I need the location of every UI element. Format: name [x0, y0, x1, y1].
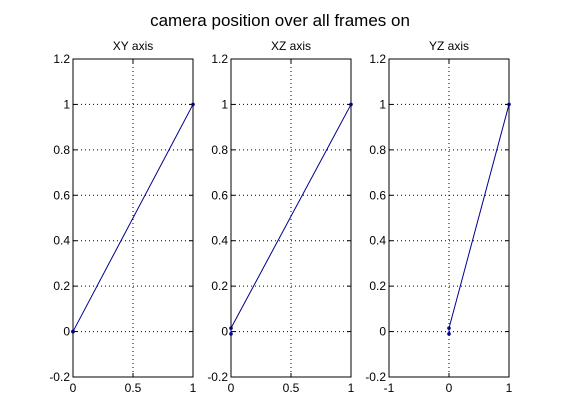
panel-xy-x-tick-label-1: 0.5 — [125, 381, 142, 395]
panel-yz-data-point-0 — [447, 332, 451, 336]
panel-xz-y-tick-label-7: 1.2 — [211, 52, 228, 66]
panel-xz-y-tick-label-0: -0.2 — [207, 370, 228, 384]
panel-xy-title: XY axis — [113, 39, 153, 53]
figure-title: camera position over all frames on — [150, 11, 410, 30]
panel-yz-title: YZ axis — [429, 39, 469, 53]
panel-xz-data-point-0 — [229, 332, 233, 336]
panel-xy-series-line-0 — [72, 104, 194, 332]
panel-xy-data-point-2 — [191, 102, 195, 107]
panel-xy-y-tick-label-5: 0.8 — [53, 143, 70, 157]
panel-xz-title: XZ axis — [271, 39, 311, 53]
panel-yz-x-tick-label-1: 0 — [446, 381, 453, 395]
panel-xy-y-tick-label-6: 1 — [63, 97, 70, 111]
panel-yz-x-tick-label-2: 1 — [506, 381, 513, 395]
panel-yz-y-tick-label-5: 0.8 — [369, 143, 386, 157]
panel-xy: 0 0.5 1-0.200.20.40.60.811.2XY axis — [49, 39, 196, 395]
panel-yz-y-tick-label-1: 0 — [379, 325, 386, 339]
panel-yz-y-tick-label-6: 1 — [379, 97, 386, 111]
panel-xz-y-tick-label-1: 0 — [221, 325, 228, 339]
panel-yz-x-tick-label-0: -1 — [384, 381, 395, 395]
panel-yz: -1 0 1 -0.2 0 0.2 0.4 0.6 0.8 1 1.2 YZ axis — [365, 39, 512, 395]
panel-yz-data-point-1 — [447, 326, 451, 330]
panel-xy-y-tick-label-2: 0.2 — [53, 279, 70, 293]
panel-xy-x-tick-label-2: 1 — [190, 381, 197, 395]
panel-xz-y-tick-label-3: 0.4 — [211, 234, 228, 248]
panel-xz-x-tick-label-2: 1 — [348, 381, 355, 395]
panel-yz-data-point-2 — [507, 102, 511, 107]
panel-xy-y-tick-label-4: 0.6 — [53, 188, 70, 202]
panel-xz-y-tick-label-6: 1 — [221, 97, 228, 111]
panel-xy-y-tick-label-1: 0 — [63, 325, 70, 339]
panel-xz: 0 0.5 1-0.200.20.40.60.811.2XZ axis — [207, 39, 354, 395]
panel-xz-data-point-2 — [349, 102, 353, 107]
panel-yz-y-tick-label-0: -0.2 — [365, 370, 386, 384]
panel-xy-y-tick-label-7: 1.2 — [53, 52, 70, 66]
panel-xz-y-tick-label-5: 0.8 — [211, 143, 228, 157]
panel-xz-axes-box — [230, 58, 352, 378]
panel-yz-y-tick-label-4: 0.6 — [369, 188, 386, 202]
panel-yz-y-tick-label-2: 0.2 — [369, 279, 386, 293]
panel-yz-series-line-0 — [448, 104, 510, 334]
panel-yz-y-tick-label-7: 1.2 — [369, 52, 386, 66]
panel-xy-y-tick-label-0: -0.2 — [49, 370, 70, 384]
panel-xz-y-tick-label-2: 0.2 — [211, 279, 228, 293]
panel-xz-y-tick-label-4: 0.6 — [211, 188, 228, 202]
panel-xy-data-point-1 — [71, 329, 75, 334]
panel-xz-data-point-1 — [229, 326, 233, 330]
panel-xy-y-tick-label-3: 0.4 — [53, 234, 70, 248]
panel-yz-y-tick-label-3: 0.4 — [369, 234, 386, 248]
panel-xz-x-tick-label-0: 0 — [228, 381, 235, 395]
panel-xz-x-tick-label-1: 0.5 — [283, 381, 300, 395]
panel-xy-x-tick-label-0: 0 — [70, 381, 77, 395]
